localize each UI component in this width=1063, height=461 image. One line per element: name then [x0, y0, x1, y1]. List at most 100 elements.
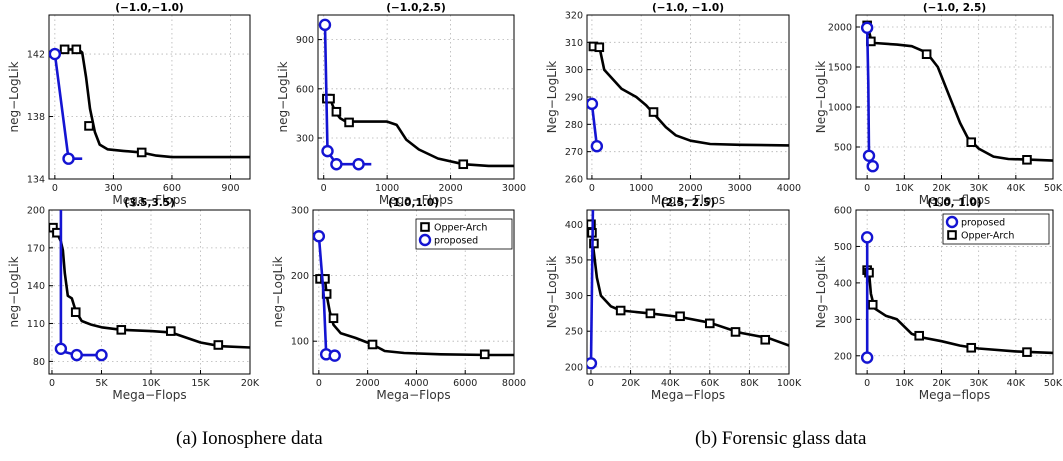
x-tick-label: 30K	[969, 183, 988, 194]
series-line-opper	[326, 97, 514, 168]
series-line-opper	[320, 277, 514, 357]
y-tick-label: 80	[33, 357, 45, 368]
data-point-opper	[59, 44, 70, 55]
x-tick-label: 50K	[1044, 378, 1063, 389]
y-tick-label: 300	[834, 315, 852, 326]
x-tick-label: 1000	[629, 183, 653, 194]
x-tick-label: 5K	[95, 378, 108, 389]
y-tick-label: 200	[27, 206, 45, 217]
x-tick-label: 40K	[1007, 378, 1026, 389]
plot-frame	[48, 209, 251, 375]
y-axis-label: neg−LogLik	[271, 256, 285, 327]
data-point-opper	[914, 330, 924, 341]
y-tick-label: 600	[834, 206, 852, 217]
data-point-opper	[1022, 347, 1032, 357]
x-tick-label: 80K	[740, 378, 759, 389]
data-point-proposed	[860, 351, 874, 364]
x-tick-label: 300	[104, 183, 122, 194]
subplot-title: (−1.0,2.5)	[386, 2, 446, 14]
legend-box	[415, 218, 513, 250]
data-point-proposed	[62, 152, 75, 165]
series-group	[313, 230, 514, 362]
data-point-opper	[71, 44, 82, 55]
x-tick-label: 6000	[453, 378, 477, 389]
legend-label-proposed: proposed	[434, 236, 478, 247]
data-point-opper	[645, 308, 656, 319]
data-point-proposed	[318, 18, 332, 32]
x-tick-label: 0	[49, 378, 55, 389]
data-point-opper	[213, 340, 224, 350]
x-tick-label: 4000	[404, 378, 428, 389]
series-line-opper	[865, 25, 1053, 162]
data-point-proposed	[313, 230, 326, 243]
data-point-opper	[331, 106, 342, 117]
y-tick-label: 300	[296, 134, 314, 145]
series-line-opper	[866, 267, 1053, 355]
subplot-title: (−1.0,−1.0)	[115, 2, 183, 14]
y-tick-label: 170	[27, 243, 45, 254]
data-point-opper	[70, 307, 81, 317]
y-tick-label: 400	[565, 220, 583, 231]
data-point-opper	[1022, 155, 1032, 165]
subplot-5: 0 1000 2000 3000 4000 260 270 280 290 300 310 320 (−…	[545, 2, 801, 207]
series-group	[860, 231, 1053, 364]
y-tick-label: 600	[296, 84, 314, 95]
x-tick-label: 30K	[969, 378, 988, 389]
data-point-proposed	[70, 348, 83, 362]
x-tick-label: 50K	[1044, 183, 1063, 194]
x-tick-label: 2000	[678, 183, 702, 194]
data-point-opper	[589, 238, 599, 249]
data-point-opper	[344, 117, 354, 128]
data-point-opper	[84, 121, 94, 131]
data-point-opper	[615, 305, 626, 316]
subplot-title: (−1.0, 2.5)	[923, 2, 986, 14]
y-tick-label: 200	[834, 351, 852, 362]
caption-ionosphere: (a) Ionosphere data	[176, 428, 323, 449]
subplot-title: (3.5,3.5)	[124, 197, 175, 209]
data-point-opper	[864, 267, 874, 278]
y-axis-label: Neg−LogLik	[545, 61, 559, 133]
y-tick-label: 300	[565, 291, 583, 302]
plot-frame	[48, 14, 251, 180]
x-axis-label: Mega−Flops	[379, 193, 453, 207]
data-point-proposed	[587, 97, 599, 111]
subplot-4: 0 2000 4000 6000 8000 100 200 300 (1.0,1.0) Mega−…	[271, 197, 526, 402]
subplot-2: 0 1000 2000 3000 300 600 900 (−1.0,2.5) Mega−Flo…	[276, 2, 526, 207]
series-line-opper	[64, 48, 250, 159]
data-point-proposed	[860, 231, 874, 244]
subplot-title: (2.5, 2.5)	[661, 197, 715, 209]
data-point-proposed	[95, 348, 108, 362]
series-group	[318, 18, 514, 171]
data-point-proposed	[330, 158, 343, 171]
y-tick-label: 1000	[828, 103, 852, 114]
x-tick-label: 40K	[661, 378, 680, 389]
series-line-proposed	[865, 27, 874, 167]
y-tick-label: 300	[565, 65, 583, 76]
data-point-opper	[116, 325, 127, 335]
y-tick-label: 260	[565, 175, 583, 186]
subplot-title: (1.0, 1.0)	[927, 197, 981, 209]
subplot-title: (−1.0, −1.0)	[652, 2, 724, 14]
data-point-proposed	[328, 349, 341, 362]
data-point-opper	[966, 342, 977, 353]
y-tick-label: 350	[565, 255, 583, 266]
x-tick-label: 0	[589, 183, 595, 194]
subplot-8: 0 10K 20K 30K 40K 50K 200 300 400 500 600 (1.0, 1.0…	[814, 197, 1063, 402]
x-tick-label: 8000	[502, 378, 526, 389]
x-tick-label: 20K	[932, 378, 951, 389]
y-tick-label: 290	[565, 93, 583, 104]
subplot-6: 0 10K 20K 30K 40K 50K 500 1000 1500 2000 (−1.0, 2.…	[814, 2, 1063, 207]
x-axis-label: Mega−Flops	[376, 388, 450, 402]
legend-marker-proposed	[418, 233, 432, 247]
data-point-proposed	[352, 158, 365, 171]
plot-frame	[586, 209, 790, 375]
y-axis-label: Neg−LogLik	[545, 256, 559, 328]
series-group	[587, 210, 789, 370]
x-tick-label: 4000	[777, 183, 801, 194]
x-axis-label: Mega−Flops	[112, 193, 186, 207]
data-point-opper	[165, 326, 176, 336]
data-point-opper	[921, 49, 932, 60]
x-tick-label: 100K	[777, 378, 802, 389]
series-line-proposed	[53, 53, 83, 160]
